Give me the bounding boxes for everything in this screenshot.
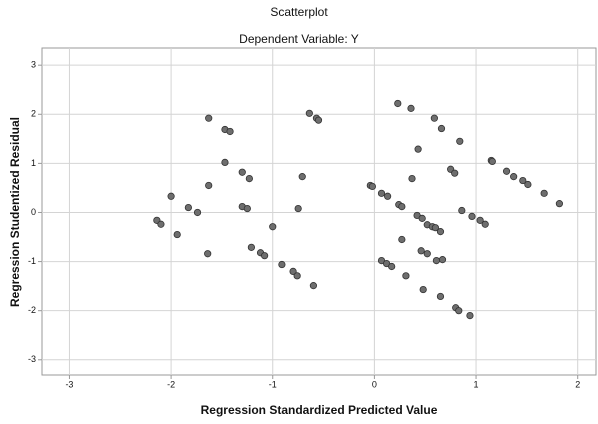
y-tick-label: -3 (28, 354, 36, 364)
point (194, 209, 200, 215)
point (395, 100, 401, 106)
point (408, 105, 414, 111)
point (239, 169, 245, 175)
x-tick-label: -3 (65, 379, 73, 389)
point (279, 261, 285, 267)
point (294, 273, 300, 279)
x-tick-label: -1 (269, 379, 277, 389)
point (469, 213, 475, 219)
point (299, 173, 305, 179)
point (403, 273, 409, 279)
point (503, 168, 509, 174)
point (399, 236, 405, 242)
point (437, 293, 443, 299)
point (168, 193, 174, 199)
x-tick-label: 2 (575, 379, 580, 389)
point (246, 175, 252, 181)
point (482, 221, 488, 227)
point (525, 181, 531, 187)
point (419, 215, 425, 221)
y-tick-label: 2 (31, 109, 36, 119)
y-tick-label: 0 (31, 207, 36, 217)
point (541, 190, 547, 196)
point (261, 252, 267, 258)
point (438, 125, 444, 131)
point (227, 128, 233, 134)
point (452, 170, 458, 176)
point (295, 205, 301, 211)
x-tick-label: 0 (372, 379, 377, 389)
point (424, 251, 430, 257)
point (270, 224, 276, 230)
point (306, 110, 312, 116)
y-tick-label: 3 (31, 60, 36, 70)
point (489, 158, 495, 164)
point (315, 117, 321, 123)
y-tick-label: -2 (28, 305, 36, 315)
point (510, 173, 516, 179)
y-tick-label: -1 (28, 256, 36, 266)
point (467, 312, 473, 318)
chart-subtitle: Dependent Variable: Y (239, 32, 359, 46)
point (409, 175, 415, 181)
point (378, 190, 384, 196)
x-axis-label: Regression Standardized Predicted Value (201, 403, 438, 417)
point (437, 228, 443, 234)
point (399, 203, 405, 209)
point (158, 221, 164, 227)
point (369, 183, 375, 189)
point (415, 146, 421, 152)
point (456, 307, 462, 313)
point (185, 204, 191, 210)
point (222, 159, 228, 165)
point (433, 257, 439, 263)
point (457, 138, 463, 144)
point (206, 115, 212, 121)
plot-frame (42, 48, 596, 375)
y-axis-label: Regression Studentized Residual (8, 117, 22, 307)
point (431, 115, 437, 121)
y-tick-label: 1 (31, 158, 36, 168)
point (204, 251, 210, 257)
x-tick-label: -2 (167, 379, 175, 389)
point (388, 263, 394, 269)
point (174, 231, 180, 237)
point (556, 200, 562, 206)
chart-title: Scatterplot (270, 5, 328, 19)
x-tick-label: 1 (474, 379, 479, 389)
point (459, 207, 465, 213)
point (418, 248, 424, 254)
chart: Scatterplot Dependent Variable: Y Regres… (0, 0, 598, 424)
point (420, 286, 426, 292)
point (206, 182, 212, 188)
point (244, 205, 250, 211)
point (248, 244, 254, 250)
point (310, 282, 316, 288)
point (384, 193, 390, 199)
point (439, 256, 445, 262)
